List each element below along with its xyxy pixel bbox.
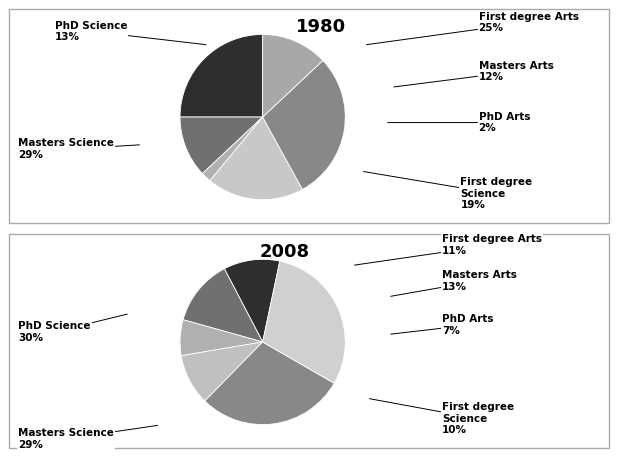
Wedge shape bbox=[224, 259, 280, 342]
Wedge shape bbox=[180, 34, 263, 117]
Text: Masters Arts
12%: Masters Arts 12% bbox=[394, 61, 554, 87]
Wedge shape bbox=[210, 117, 302, 200]
Wedge shape bbox=[180, 320, 263, 356]
Wedge shape bbox=[183, 269, 263, 342]
Text: 1980: 1980 bbox=[296, 18, 346, 36]
Wedge shape bbox=[263, 61, 345, 190]
Text: PhD Science
13%: PhD Science 13% bbox=[54, 21, 206, 45]
Wedge shape bbox=[180, 117, 263, 174]
Wedge shape bbox=[205, 342, 334, 425]
Text: Masters Science
29%: Masters Science 29% bbox=[19, 425, 158, 449]
Text: First degree Arts
25%: First degree Arts 25% bbox=[366, 11, 578, 45]
Text: Masters Arts
13%: Masters Arts 13% bbox=[391, 270, 517, 297]
Text: PhD Arts
7%: PhD Arts 7% bbox=[391, 314, 494, 336]
Text: First degree
Science
10%: First degree Science 10% bbox=[370, 399, 514, 435]
Text: 2008: 2008 bbox=[260, 243, 310, 261]
Text: PhD Arts
2%: PhD Arts 2% bbox=[387, 112, 530, 134]
Text: Masters Science
29%: Masters Science 29% bbox=[19, 139, 140, 160]
Wedge shape bbox=[203, 117, 263, 181]
Text: First degree
Science
19%: First degree Science 19% bbox=[363, 172, 533, 210]
Wedge shape bbox=[181, 342, 263, 401]
Text: First degree Arts
11%: First degree Arts 11% bbox=[355, 234, 542, 265]
Text: PhD Science
30%: PhD Science 30% bbox=[19, 314, 127, 343]
Wedge shape bbox=[263, 34, 323, 117]
Wedge shape bbox=[263, 261, 345, 383]
